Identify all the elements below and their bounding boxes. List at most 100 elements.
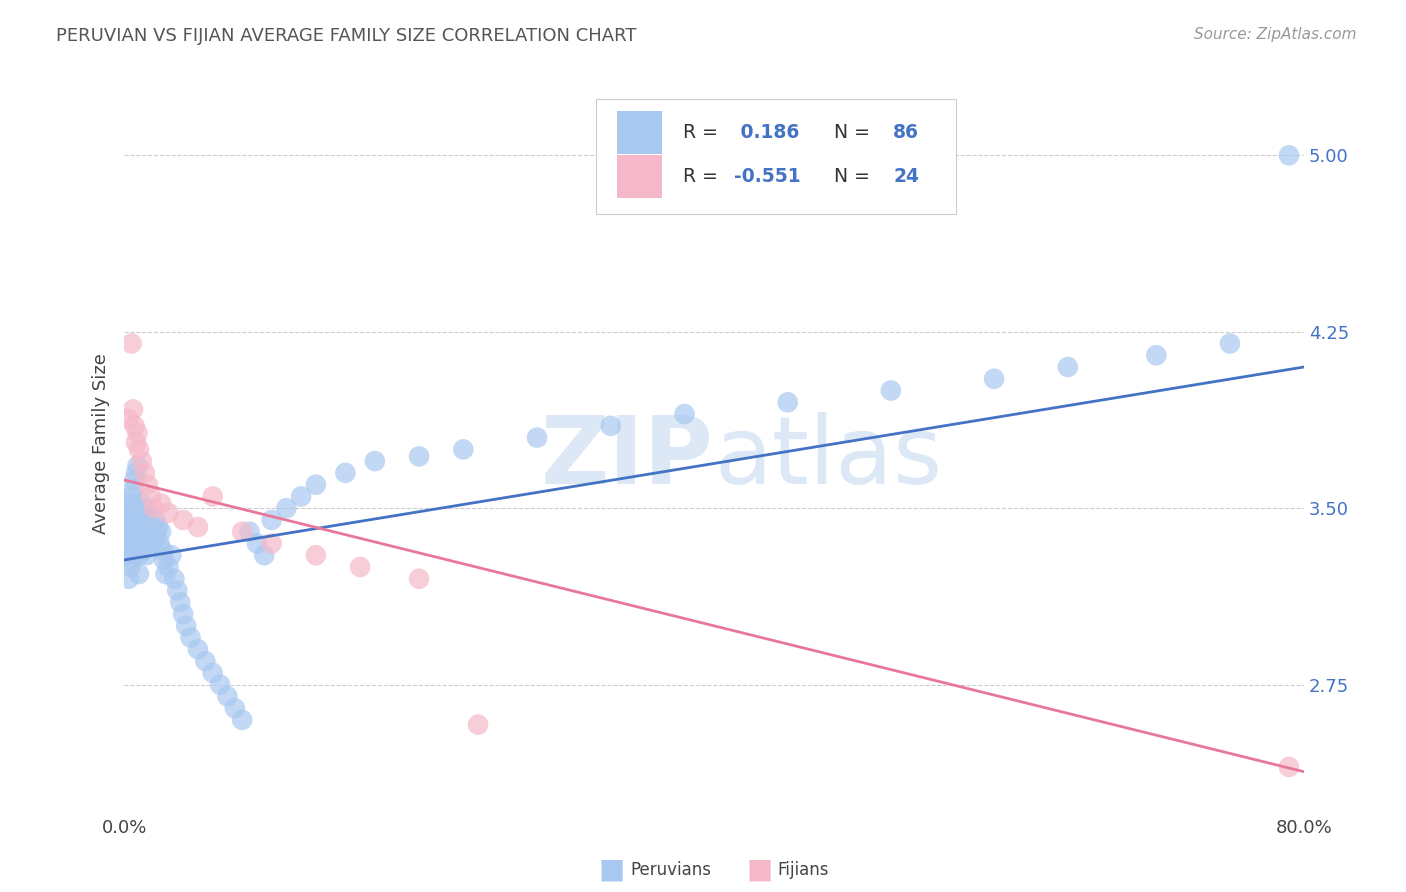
Point	[132, 543, 155, 558]
Point	[238, 524, 260, 539]
Point	[526, 431, 548, 445]
Point	[128, 442, 150, 457]
Point	[152, 543, 174, 558]
Text: 24: 24	[893, 167, 920, 186]
Point	[160, 548, 183, 562]
Point	[983, 372, 1005, 386]
Point	[125, 466, 148, 480]
Point	[124, 536, 146, 550]
FancyBboxPatch shape	[617, 111, 662, 153]
Point	[194, 654, 217, 668]
Point	[122, 483, 145, 497]
Text: R =: R =	[683, 123, 724, 142]
Text: Peruvians: Peruvians	[630, 861, 711, 879]
Point	[115, 520, 138, 534]
Point	[117, 506, 139, 520]
Point	[153, 553, 176, 567]
Point	[124, 418, 146, 433]
Point	[141, 536, 163, 550]
Point	[122, 543, 145, 558]
Point	[145, 529, 167, 543]
Point	[128, 513, 150, 527]
Point	[125, 501, 148, 516]
Point	[157, 506, 180, 520]
Point	[1056, 359, 1078, 374]
Point	[209, 678, 232, 692]
Text: ■: ■	[747, 855, 772, 884]
Point	[115, 548, 138, 562]
Point	[127, 458, 149, 473]
Point	[122, 402, 145, 417]
Point	[157, 560, 180, 574]
Point	[134, 529, 156, 543]
Point	[290, 490, 312, 504]
Text: ■: ■	[599, 855, 624, 884]
Point	[246, 536, 269, 550]
Point	[349, 560, 371, 574]
Point	[146, 520, 169, 534]
Point	[155, 567, 177, 582]
Point	[305, 548, 328, 562]
Point	[260, 513, 283, 527]
Point	[253, 548, 276, 562]
Point	[121, 336, 143, 351]
Point	[120, 496, 142, 510]
Point	[134, 466, 156, 480]
Point	[117, 536, 139, 550]
Point	[150, 524, 173, 539]
Point	[673, 407, 696, 421]
Point	[139, 529, 162, 543]
Point	[172, 513, 194, 527]
Text: ZIP: ZIP	[541, 412, 714, 504]
Point	[139, 490, 162, 504]
Text: N =: N =	[823, 123, 876, 142]
Point	[129, 506, 152, 520]
Point	[125, 435, 148, 450]
Point	[1144, 348, 1167, 362]
Point	[128, 567, 150, 582]
Point	[131, 496, 153, 510]
Point	[201, 665, 224, 680]
Point	[335, 466, 357, 480]
Point	[135, 548, 157, 562]
Point	[136, 477, 159, 491]
Point	[138, 520, 160, 534]
Point	[122, 513, 145, 527]
Point	[128, 548, 150, 562]
Text: 86: 86	[893, 123, 920, 142]
Point	[132, 513, 155, 527]
Text: -0.551: -0.551	[734, 167, 800, 186]
Text: Fijians: Fijians	[778, 861, 830, 879]
Point	[150, 496, 173, 510]
Point	[142, 524, 165, 539]
Point	[408, 572, 430, 586]
Point	[143, 513, 166, 527]
FancyBboxPatch shape	[596, 99, 956, 214]
Point	[131, 454, 153, 468]
Point	[114, 501, 136, 516]
Point	[467, 717, 489, 731]
Point	[201, 490, 224, 504]
Point	[120, 529, 142, 543]
Point	[125, 529, 148, 543]
Point	[224, 701, 246, 715]
Point	[135, 513, 157, 527]
Point	[174, 619, 197, 633]
Point	[180, 631, 202, 645]
Point	[276, 501, 298, 516]
FancyBboxPatch shape	[617, 155, 662, 198]
Point	[121, 553, 143, 567]
Text: N =: N =	[823, 167, 876, 186]
Point	[124, 506, 146, 520]
Point	[129, 536, 152, 550]
Point	[124, 473, 146, 487]
Point	[121, 524, 143, 539]
Text: Source: ZipAtlas.com: Source: ZipAtlas.com	[1194, 27, 1357, 42]
Point	[231, 524, 253, 539]
Point	[127, 425, 149, 440]
Text: R =: R =	[683, 167, 724, 186]
Point	[187, 642, 209, 657]
Text: atlas: atlas	[714, 412, 942, 504]
Point	[131, 524, 153, 539]
Point	[364, 454, 387, 468]
